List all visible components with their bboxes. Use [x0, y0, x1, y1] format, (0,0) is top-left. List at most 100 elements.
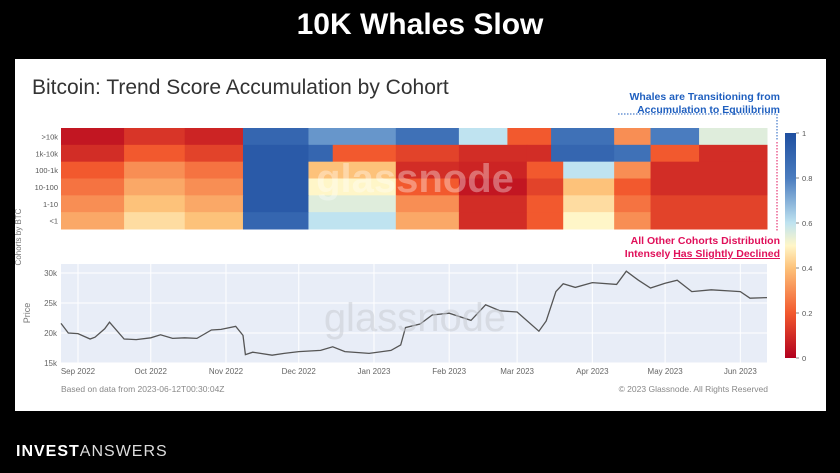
price-y-tick-label: 20k [44, 329, 58, 338]
price-y-tick-label: 30k [44, 269, 58, 278]
heatmap-cell [395, 161, 460, 179]
heatmap-row-labels: >10k 1k-10k 100-1k 10-100 1-10 <1 [35, 132, 59, 225]
chart-svg: >10k 1k-10k 100-1k 10-100 1-10 <1 Cohorts by … [15, 113, 812, 376]
heatmap-cell [650, 178, 768, 196]
heatmap-cell [614, 195, 652, 213]
heatmap-row-label: 1-10 [43, 200, 58, 209]
annotation-other-line1: All Other Cohorts Distribution [630, 235, 780, 247]
price-x-tick-label: Dec 2022 [282, 367, 317, 376]
colorbar-tick-label: 0.2 [802, 309, 812, 318]
heatmap-cell [650, 161, 768, 179]
heatmap-cell [563, 195, 615, 213]
heatmap-cell [124, 144, 186, 163]
brand-part1: INVEST [16, 443, 80, 460]
heatmap-cell [308, 195, 397, 213]
headline: 10K Whales Slow [296, 8, 544, 41]
heatmap [61, 128, 768, 230]
heatmap-cell [184, 144, 244, 163]
annotation-other-line2a: Intensely [624, 248, 674, 260]
heatmap-cell [395, 144, 460, 163]
heatmap-cell [395, 195, 460, 213]
price-x-tick-label: Nov 2022 [209, 367, 244, 376]
heatmap-cell [458, 128, 508, 146]
heatmap-cell [332, 144, 397, 163]
heatmap-cell [242, 144, 309, 163]
price-y-ticks: 30k 25k 20k 15k [44, 269, 58, 368]
price-x-ticks: Sep 2022 Oct 2022 Nov 2022 Dec 2022 Jan 2023… [61, 367, 757, 376]
price-x-tick-label: Sep 2022 [61, 367, 96, 376]
heatmap-row-label: <1 [49, 217, 58, 226]
heatmap-cell [242, 195, 309, 213]
heatmap-ylabel: Cohorts by BTC [15, 208, 23, 265]
heatmap-cell [308, 128, 397, 146]
heatmap-cell [563, 212, 615, 230]
heatmap-cell [551, 128, 615, 146]
heatmap-cell [242, 212, 309, 230]
heatmap-cell [184, 195, 244, 213]
heatmap-cell [551, 144, 615, 163]
heatmap-cell [395, 212, 460, 230]
price-line [60, 270, 768, 356]
heatmap-cell [563, 178, 615, 196]
price-x-tick-label: Feb 2023 [432, 367, 466, 376]
heatmap-cell [124, 212, 186, 230]
heatmap-cell [650, 128, 700, 146]
heatmap-cell [124, 195, 186, 213]
heatmap-cell [395, 178, 460, 196]
heatmap-cell [61, 212, 125, 230]
colorbar-ticks: 1 0.8 0.6 0.4 0.2 0 [796, 129, 812, 363]
colorbar-tick-label: 0 [802, 354, 806, 363]
price-x-tick-label: Jan 2023 [358, 367, 391, 376]
heatmap-cell [650, 212, 768, 230]
price-x-tick-label: Mar 2023 [500, 367, 534, 376]
colorbar-tick-label: 0.6 [802, 219, 812, 228]
heatmap-cell [61, 128, 125, 146]
price-x-tick-label: Apr 2023 [576, 367, 609, 376]
watermark-price: glassnode [324, 296, 506, 340]
colorbar-tick-label: 0.4 [802, 264, 812, 273]
heatmap-cell [242, 161, 309, 179]
brand-part2: ANSWERS [79, 443, 168, 460]
heatmap-cell [526, 178, 564, 196]
heatmap-cell [526, 195, 564, 213]
heatmap-cell [614, 178, 652, 196]
annotation-whales-line2: Accumulation to Equilibrium [637, 104, 780, 116]
heatmap-cell [308, 144, 334, 163]
heatmap-cell [650, 144, 700, 163]
annotation-other-cohorts: All Other Cohorts Distribution Intensely… [625, 235, 780, 261]
price-ylabel: Price [22, 303, 32, 324]
data-date-note: Based on data from 2023-06-12T00:30:04Z [61, 384, 225, 394]
colorbar-tick-label: 1 [802, 129, 806, 138]
heatmap-cell [614, 128, 652, 146]
price-y-tick-label: 25k [44, 299, 58, 308]
watermark-heatmap: glassnode [316, 157, 514, 201]
annotation-other-line2: Intensely Has Slightly Declined [625, 248, 780, 261]
heatmap-cell [458, 178, 528, 196]
heatmap-cell [699, 128, 768, 146]
heatmap-cell [458, 161, 528, 179]
heatmap-cell [308, 178, 397, 196]
heatmap-cell [124, 178, 186, 196]
annotation-other-line2b: Has Slightly Declined [673, 248, 780, 260]
colorbar-tick-label: 0.8 [802, 174, 812, 183]
price-plot-background [61, 264, 767, 363]
price-x-tick-label: Oct 2022 [135, 367, 168, 376]
heatmap-cell [124, 161, 186, 179]
heatmap-cell [699, 144, 768, 163]
heatmap-cell [242, 178, 309, 196]
price-grid [61, 264, 767, 364]
heatmap-cell [526, 212, 564, 230]
heatmap-cell [124, 128, 186, 146]
heatmap-cell [308, 212, 397, 230]
colorbar [785, 133, 796, 358]
heatmap-cell [614, 212, 652, 230]
heatmap-row-label: >10k [42, 132, 59, 141]
heatmap-cell [61, 144, 125, 163]
heatmap-cell [507, 128, 552, 146]
heatmap-row-label: 10-100 [35, 183, 58, 192]
price-x-tick-label: May 2023 [648, 367, 684, 376]
price-y-tick-label: 15k [44, 359, 58, 368]
annotation-whales: Whales are Transitioning from Accumulati… [629, 91, 780, 117]
heatmap-cell [563, 161, 615, 179]
heatmap-cell [650, 195, 768, 213]
